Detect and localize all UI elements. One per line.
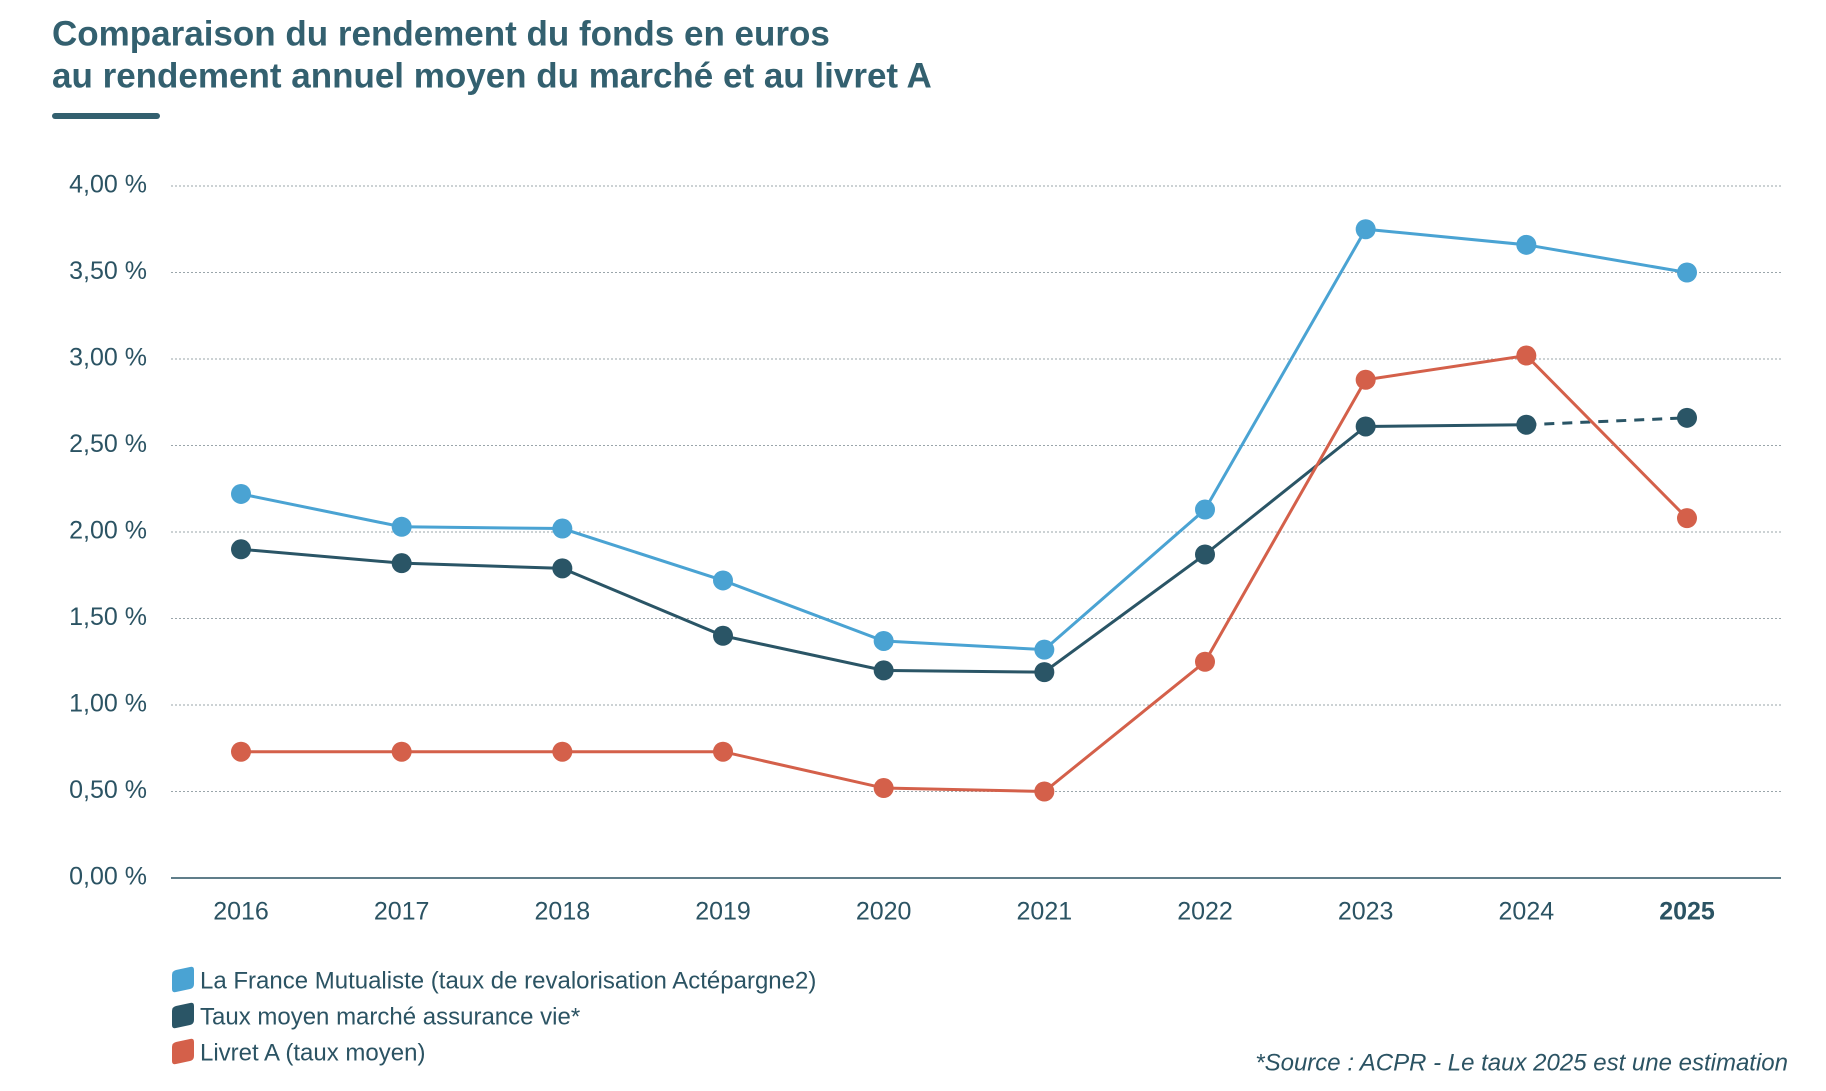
- data-point: [1034, 639, 1055, 660]
- legend-swatch: [172, 1038, 194, 1065]
- series-line: [240, 227, 1688, 652]
- y-tick-label: 3,00 %: [69, 344, 147, 372]
- data-point: [873, 660, 894, 681]
- title-underline: [52, 113, 160, 119]
- y-tick-label: 1,50 %: [69, 603, 147, 631]
- data-point: [873, 778, 894, 799]
- data-point: [552, 558, 573, 579]
- x-tick-label: 2020: [856, 898, 912, 926]
- x-tick-label: 2017: [374, 898, 430, 926]
- y-tick-label: 4,00 %: [69, 171, 147, 199]
- data-point: [1034, 662, 1055, 683]
- data-point: [1195, 651, 1215, 672]
- x-tick-label: 2024: [1499, 898, 1555, 926]
- legend-swatch: [172, 966, 194, 993]
- x-tick-label: 2018: [535, 898, 591, 926]
- data-point: [231, 539, 251, 560]
- data-point: [713, 625, 733, 646]
- data-point: [713, 570, 733, 591]
- x-tick-label: 2021: [1017, 898, 1073, 926]
- y-tick-label: 1,00 %: [69, 690, 147, 718]
- data-point: [1516, 345, 1537, 366]
- legend-label: La France Mutualiste (taux de revalorisa…: [200, 967, 816, 994]
- footnote: *Source : ACPR - Le taux 2025 est une es…: [1255, 1049, 1788, 1076]
- data-point: [1195, 499, 1215, 520]
- data-point: [391, 741, 412, 762]
- chart-title: au rendement annuel moyen du marché et a…: [52, 56, 932, 95]
- y-tick-label: 2,50 %: [69, 430, 147, 458]
- data-point: [391, 553, 412, 574]
- data-point: [1355, 416, 1376, 437]
- data-point: [1677, 262, 1697, 283]
- y-tick-label: 2,00 %: [69, 517, 147, 545]
- data-point: [1677, 508, 1697, 529]
- data-point: [552, 741, 573, 762]
- data-point: [231, 741, 251, 762]
- chart-title: Comparaison du rendement du fonds en eur…: [52, 14, 830, 53]
- y-tick-label: 0,50 %: [69, 776, 147, 804]
- series-line: [1526, 416, 1688, 427]
- x-tick-label: 2019: [695, 898, 751, 926]
- data-point: [1677, 407, 1697, 428]
- legend-label: Livret A (taux moyen): [200, 1039, 425, 1066]
- x-tick-label: 2023: [1338, 898, 1394, 926]
- y-tick-label: 0,00 %: [69, 863, 147, 891]
- data-point: [1355, 369, 1376, 390]
- data-point: [1355, 219, 1376, 240]
- data-point: [713, 741, 733, 762]
- data-point: [552, 518, 573, 539]
- data-point: [1516, 234, 1537, 255]
- data-point: [391, 516, 412, 537]
- data-point: [1195, 544, 1215, 565]
- y-tick-label: 3,50 %: [69, 257, 147, 285]
- data-point: [1516, 414, 1537, 435]
- data-point: [1034, 781, 1055, 802]
- data-point: [231, 483, 251, 504]
- x-tick-label: 2025: [1659, 898, 1715, 926]
- legend-swatch: [172, 1002, 194, 1029]
- x-tick-label: 2016: [213, 898, 269, 926]
- legend-label: Taux moyen marché assurance vie*: [200, 1003, 580, 1030]
- series-line: [241, 353, 1689, 794]
- data-point: [873, 630, 894, 651]
- x-tick-label: 2022: [1177, 898, 1233, 926]
